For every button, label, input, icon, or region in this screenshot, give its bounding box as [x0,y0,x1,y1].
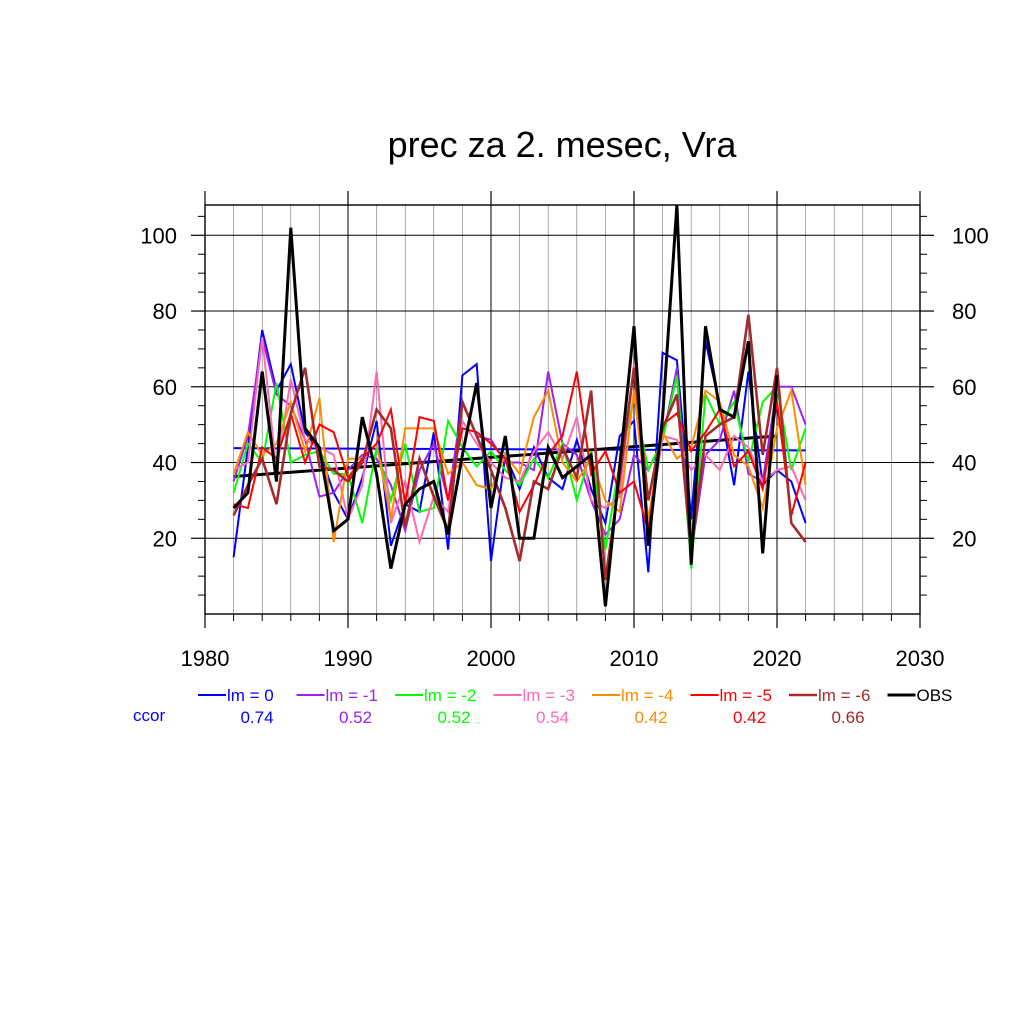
x-tick-label: 2030 [896,646,945,671]
x-tick-label: 2010 [610,646,659,671]
x-tick-label: 2020 [753,646,802,671]
series-line-obs [232,204,779,607]
ccor-value: 0.42 [733,708,766,727]
legend-entry: lm = -5 [720,686,772,705]
chart-title: prec za 2. mesec, Vra [388,124,738,165]
legend-entry: lm = -4 [621,686,673,705]
y-tick-label-left: 60 [153,375,177,400]
plot-frame [204,204,921,615]
y-tick-label-left: 80 [153,299,177,324]
plot-border [204,204,921,615]
y-tick-label-right: 80 [952,299,976,324]
legend-entry: lm = -3 [523,686,575,705]
y-tick-label-left: 100 [140,223,177,248]
x-tick-label: 2000 [467,646,516,671]
legend-entry: lm = -1 [326,686,378,705]
legend-entry: lm = 0 [227,686,274,705]
series-lines [232,204,807,607]
legend: ccor lm = 0 0.74 lm = -1 0.52 lm = -2 0.52 lm =… [133,686,952,727]
y-tick-label-left: 20 [153,526,177,551]
ccor-value: 0.52 [437,708,470,727]
y-tick-label-right: 40 [952,451,976,476]
ccor-label: ccor [133,706,165,725]
series-line-lm-6 [232,314,807,581]
ccor-value: 0.42 [634,708,667,727]
series-line-lm-2 [232,375,807,569]
legend-entry: lm = -2 [424,686,476,705]
x-tick-label: 1980 [181,646,230,671]
y-tick-label-left: 40 [153,451,177,476]
ccor-value: 0.74 [240,708,273,727]
legend-entry: lm = -6 [818,686,870,705]
y-tick-label-right: 20 [952,526,976,551]
ccor-value: 0.52 [339,708,372,727]
y-tick-label-right: 60 [952,375,976,400]
x-tick-label: 1990 [324,646,373,671]
ccor-value: 0.66 [831,708,864,727]
grid-lines [205,205,920,614]
legend-entry: OBS [917,686,953,705]
series-line-lm-3 [233,337,807,546]
series-line-lm-5 [233,371,807,531]
y-tick-label-right: 100 [952,223,989,248]
series-line-lm-4 [232,386,807,543]
ccor-value: 0.54 [536,708,569,727]
